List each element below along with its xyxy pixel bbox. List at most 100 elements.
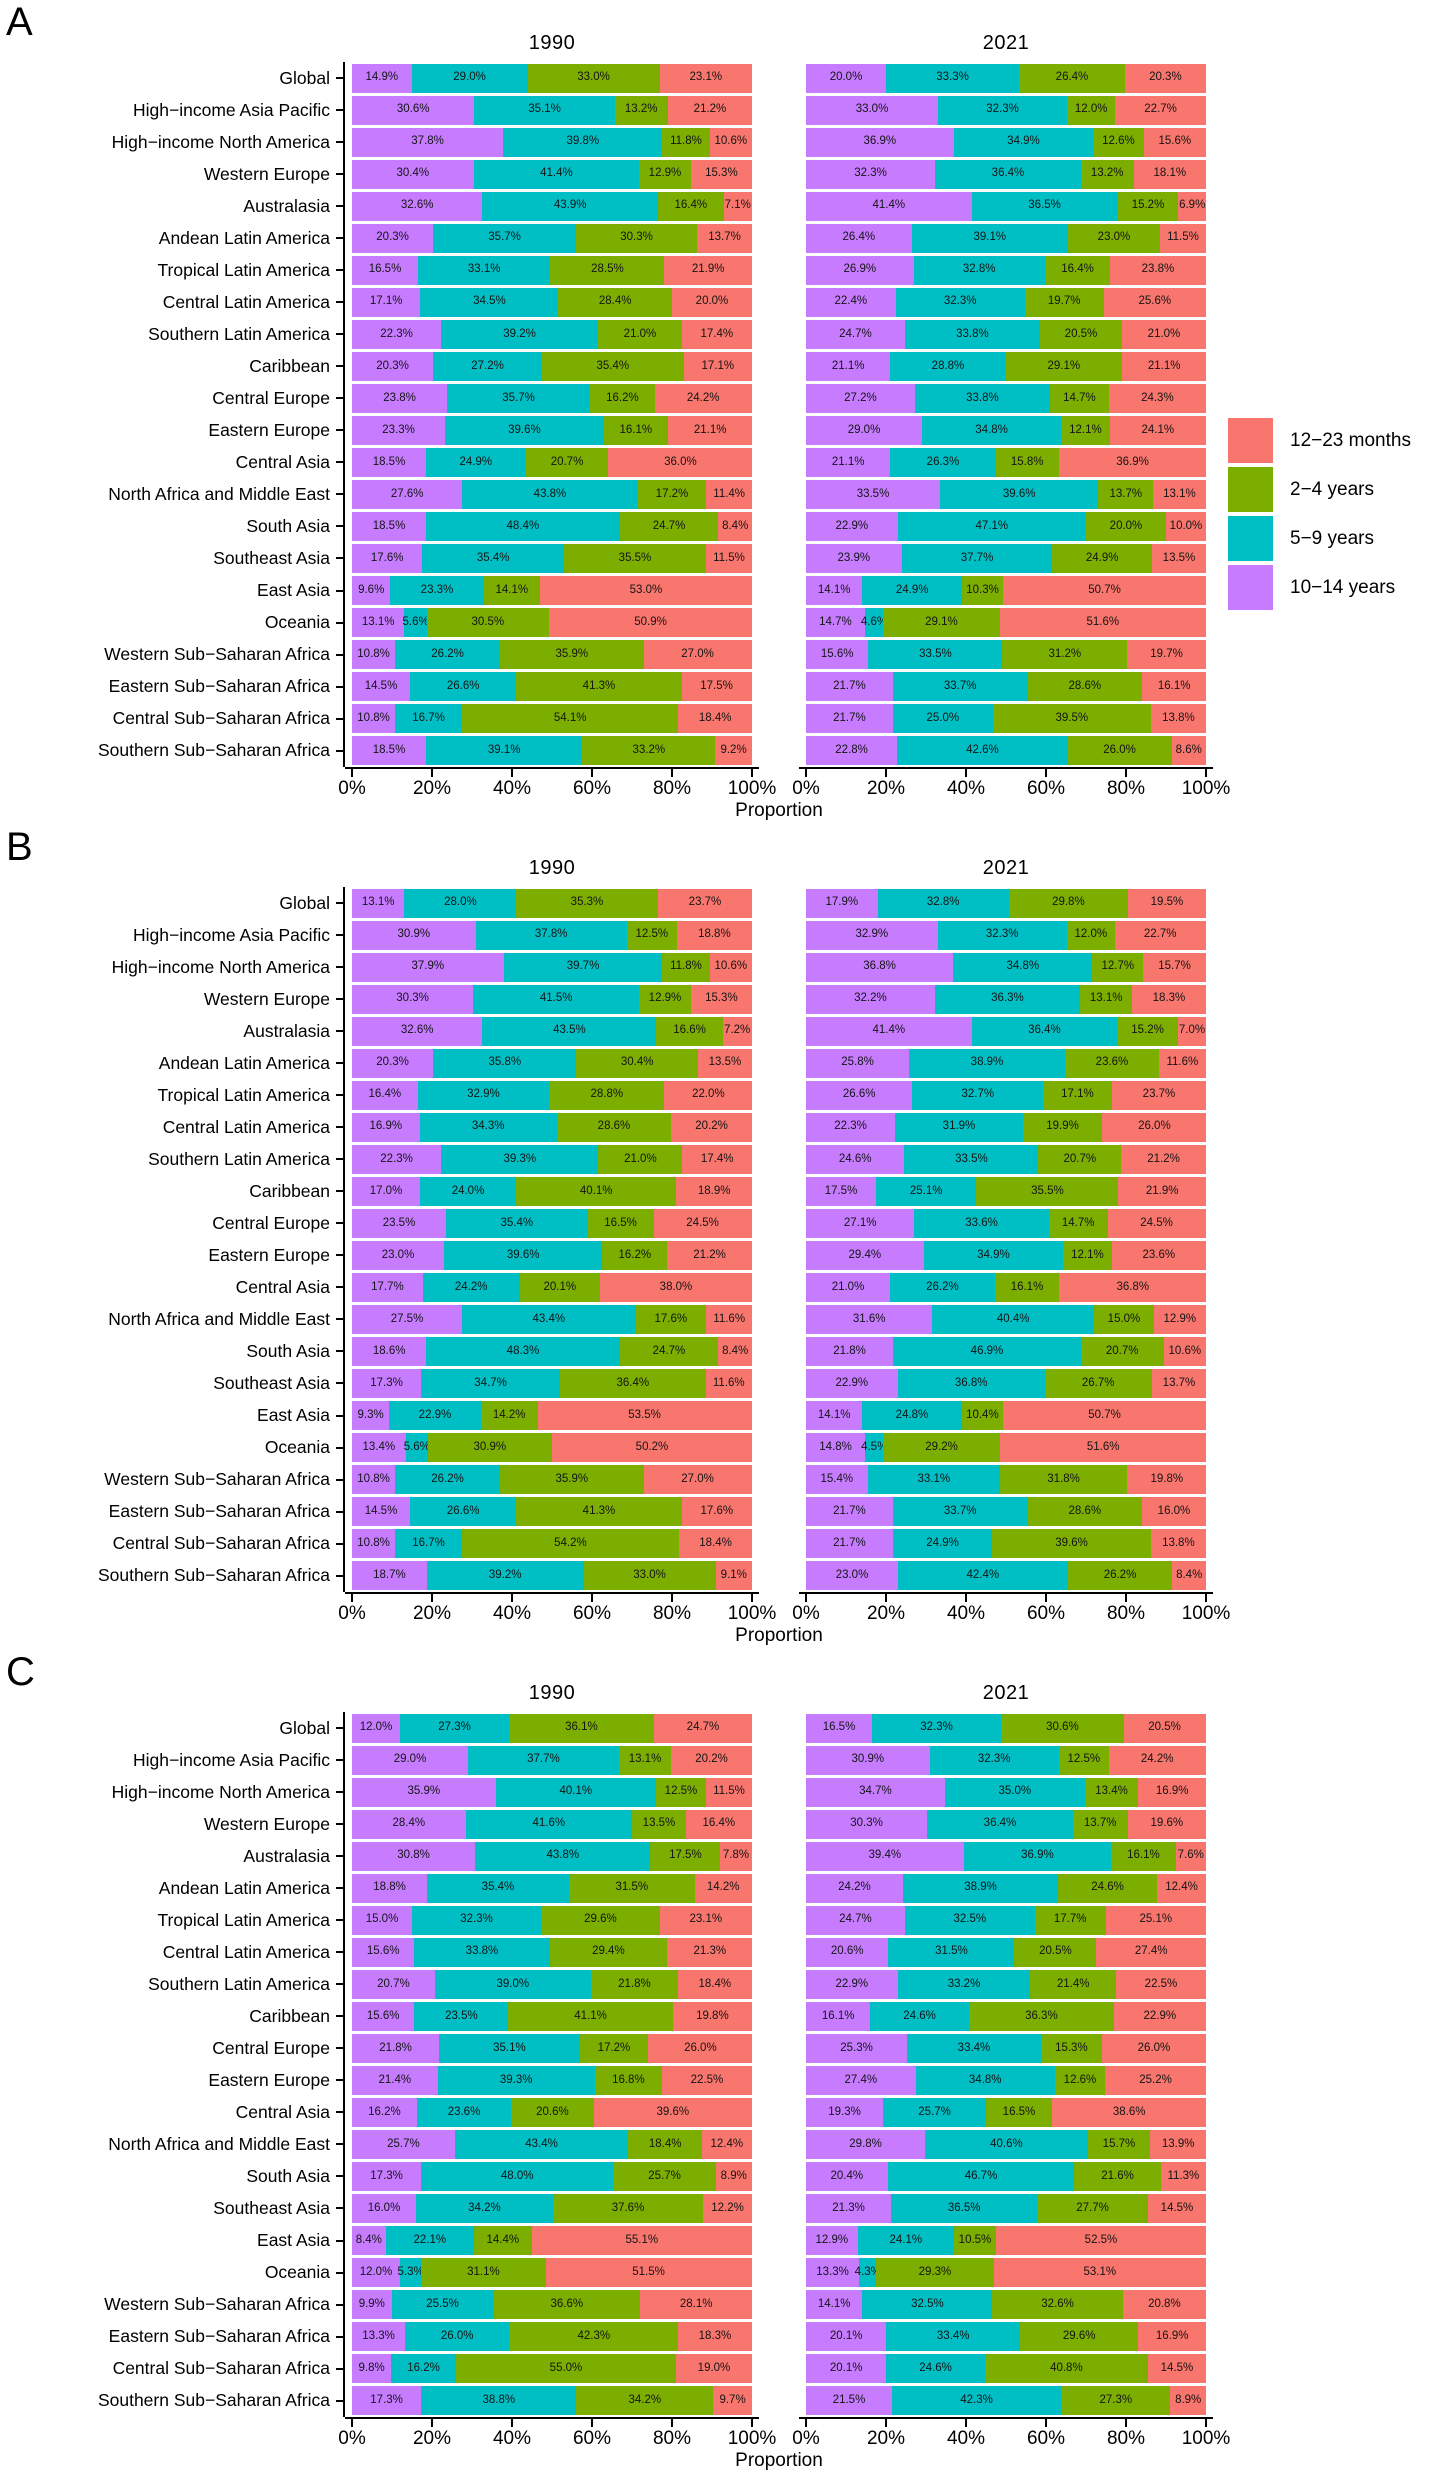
bar-value-label: 29.3%: [918, 2265, 952, 2278]
bar-segment: 24.6%: [870, 2001, 969, 2031]
bar-value-label: 16.1%: [1127, 1849, 1160, 1862]
bar-segment: 9.1%: [715, 1561, 752, 1591]
bar-value-label: 33.5%: [919, 647, 952, 660]
bar-segment: 35.1%: [439, 2033, 580, 2063]
x-axis-tick-label: 80%: [652, 2428, 692, 2449]
bar-segment: 12.9%: [639, 984, 691, 1014]
bar-value-label: 29.1%: [1047, 359, 1081, 372]
bar-segment: 15.6%: [352, 2001, 415, 2031]
bar-segment: 10.8%: [352, 1529, 396, 1559]
bar-segment: 31.6%: [806, 1304, 933, 1334]
stacked-bar: 20.6% 31.5% 20.5% 27.4%: [806, 1937, 1206, 1967]
bar-segment: 20.3%: [352, 1048, 434, 1078]
bar-segment: 43.4%: [462, 1304, 636, 1334]
stacked-bar: 22.3% 31.9% 19.9% 26.0%: [806, 1112, 1207, 1142]
stacked-bar: 23.3% 39.6% 16.1% 21.1%: [352, 415, 753, 445]
bar-segment: 30.8%: [352, 1841, 476, 1871]
bar-value-label: 37.8%: [411, 135, 444, 148]
bar-segment: 53.0%: [539, 576, 752, 606]
y-axis-tick: [336, 685, 343, 688]
x-axis-tick: [431, 1594, 433, 1602]
bar-segment: 11.8%: [662, 952, 710, 982]
bar-row: 21.7% 33.7% 28.6% 16.1%: [799, 671, 1213, 703]
bar-row: 16.9% 34.3% 28.6% 20.2%: [345, 1111, 759, 1143]
region-label: Tropical Latin America: [157, 259, 330, 280]
region-label-row: Western Europe: [0, 983, 343, 1015]
stacked-bar: 9.9% 25.5% 36.6% 28.1%: [352, 2290, 753, 2320]
bar-value-label: 9.6%: [358, 583, 385, 596]
bar-segment: 24.6%: [1058, 1873, 1157, 1903]
bar-segment: 21.1%: [806, 447, 891, 477]
region-label-row: Andean Latin America: [0, 1872, 343, 1904]
bar-segment: 17.1%: [352, 287, 421, 317]
bar-row: 37.9% 39.7% 11.8% 10.6%: [345, 951, 759, 983]
bar-value-label: 25.5%: [426, 2297, 459, 2310]
bar-row: 17.3% 38.8% 34.2% 9.7%: [345, 2385, 759, 2417]
bar-segment: 19.8%: [672, 2001, 752, 2031]
bar-segment: 15.0%: [352, 1905, 412, 1935]
bar-segment: 23.0%: [1067, 223, 1160, 253]
bar-segment: 40.8%: [984, 2354, 1148, 2384]
bar-segment: 10.3%: [961, 576, 1004, 606]
panel-C: C 1990 2021 Global High−income Asia Pacific H…: [0, 1650, 1429, 2475]
bar-value-label: 30.6%: [1046, 1721, 1079, 1734]
bar-value-label: 51.5%: [632, 2265, 665, 2278]
stacked-bar: 20.7% 39.0% 21.8% 18.4%: [352, 1969, 752, 1999]
bar-row: 23.0% 42.4% 26.2% 8.4%: [799, 1560, 1213, 1592]
bar-value-label: 21.7%: [833, 1536, 866, 1549]
y-axis-tick: [336, 998, 343, 1001]
bar-segment: 8.9%: [1170, 2386, 1206, 2416]
bar-value-label: 36.9%: [1116, 455, 1149, 468]
bar-segment: 20.5%: [1123, 1713, 1206, 1743]
bar-value-label: 14.2%: [492, 1408, 526, 1421]
bar-value-label: 19.3%: [828, 2105, 861, 2118]
bar-value-label: 39.2%: [488, 1568, 522, 1581]
bar-segment: 21.4%: [1030, 1969, 1116, 1999]
bar-value-label: 17.7%: [371, 1280, 404, 1293]
y-axis-tick: [336, 1158, 343, 1161]
bar-row: 22.9% 36.8% 26.7% 13.7%: [799, 1367, 1213, 1399]
bar-segment: 11.6%: [705, 1368, 752, 1398]
bar-value-label: 28.0%: [444, 896, 477, 909]
y-axis-tick: [336, 77, 343, 80]
bar-segment: 38.9%: [902, 1873, 1059, 1903]
bar-row: 23.0% 39.6% 16.2% 21.2%: [345, 1239, 759, 1271]
bar-value-label: 27.4%: [844, 2073, 878, 2086]
bar-row: 10.8% 16.7% 54.2% 18.4%: [345, 1528, 759, 1560]
bar-segment: 21.9%: [1118, 1176, 1206, 1206]
bar-value-label: 39.0%: [496, 1977, 530, 1990]
bar-row: 23.3% 39.6% 16.1% 21.1%: [345, 414, 759, 446]
bar-segment: 53.5%: [537, 1401, 752, 1431]
y-axis-tick: [336, 1062, 343, 1065]
bar-segment: 24.7%: [806, 1905, 905, 1935]
bar-segment: 39.2%: [441, 319, 598, 349]
bar-segment: 24.2%: [806, 1873, 903, 1903]
bar-value-label: 30.9%: [851, 1753, 885, 1766]
bar-value-label: 20.6%: [830, 1945, 864, 1958]
region-label-row: Southern Latin America: [0, 1968, 343, 2000]
bar-value-label: 25.6%: [1138, 295, 1172, 308]
bar-value-label: 12.9%: [815, 2233, 849, 2246]
bar-value-label: 26.6%: [842, 1088, 876, 1101]
bar-value-label: 32.3%: [920, 1721, 953, 1734]
x-axis-tick-label: 60%: [1026, 1603, 1066, 1624]
bar-segment: 22.0%: [664, 1080, 753, 1110]
stacked-bar: 16.4% 32.9% 28.8% 22.0%: [352, 1080, 753, 1110]
region-label-row: Global: [0, 1712, 343, 1744]
region-label: East Asia: [257, 1405, 330, 1426]
region-label: Central Sub−Saharan Africa: [112, 708, 330, 729]
region-label-row: Australasia: [0, 1840, 343, 1872]
bar-row: 39.4% 36.9% 16.1% 7.6%: [799, 1840, 1213, 1872]
bar-segment: 24.2%: [1108, 1745, 1206, 1775]
bar-value-label: 12.6%: [1063, 2073, 1097, 2086]
bar-value-label: 33.2%: [632, 743, 666, 756]
bar-segment: 14.1%: [483, 576, 540, 606]
bar-value-label: 16.0%: [1157, 1504, 1191, 1517]
stacked-bar: 21.8% 46.9% 20.7% 10.6%: [806, 1336, 1206, 1366]
bar-row: 17.3% 48.0% 25.7% 8.9%: [345, 2160, 759, 2192]
bar-segment: 7.6%: [1175, 1841, 1206, 1871]
bar-value-label: 40.8%: [1050, 2361, 1083, 2374]
bar-value-label: 13.3%: [816, 2265, 849, 2278]
bar-value-label: 12.5%: [664, 1785, 698, 1798]
bar-segment: 17.4%: [681, 319, 752, 349]
